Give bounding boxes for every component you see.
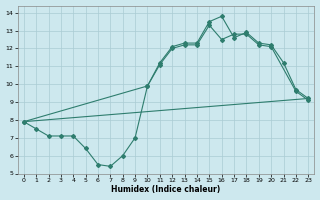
X-axis label: Humidex (Indice chaleur): Humidex (Indice chaleur) xyxy=(111,185,221,194)
